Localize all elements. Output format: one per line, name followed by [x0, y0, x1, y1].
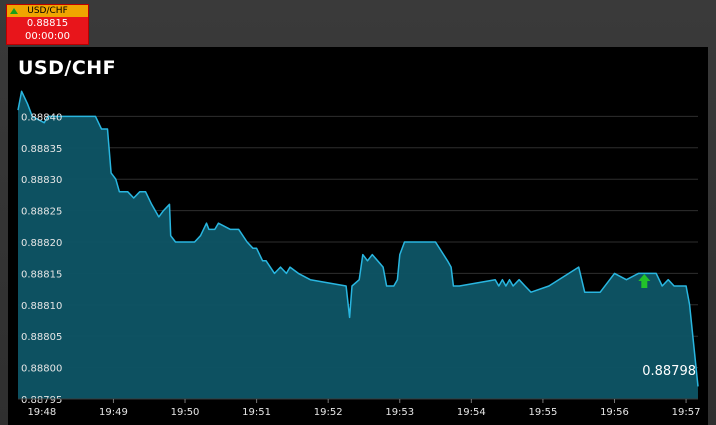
- price-chart: 0.88840 0.88835 0.88830 0.88825 0.88820 0.888…: [17, 90, 701, 418]
- symbol-ticker[interactable]: USD/CHF 0.88815 00:00:00: [6, 4, 89, 45]
- arrow-up-icon: [10, 8, 18, 14]
- y-tick-label: 0.88820: [21, 238, 62, 249]
- chart-title: USD/CHF: [18, 57, 117, 79]
- up-arrow-marker: [638, 273, 651, 288]
- y-tick-label: 0.88840: [21, 112, 62, 123]
- x-tick-label: 19:49: [99, 407, 128, 418]
- y-tick-label: 0.88815: [21, 269, 62, 280]
- x-tick-label: 19:48: [27, 407, 56, 418]
- x-tick-label: 19:53: [385, 407, 414, 418]
- chart-panel: USD/CHF 0.88840 0.88835 0.88830 0.88825 0.88…: [8, 47, 708, 425]
- y-tick-label: 0.88805: [21, 332, 62, 343]
- ticker-symbol: USD/CHF: [27, 6, 68, 16]
- x-tick-label: 19:57: [672, 407, 701, 418]
- y-tick-label: 0.88830: [21, 175, 62, 186]
- ticker-price: 0.88815: [26, 18, 69, 29]
- x-tick-label: 19:50: [171, 407, 200, 418]
- x-tick-label: 19:52: [314, 407, 343, 418]
- ticker-time: 00:00:00: [25, 31, 70, 42]
- y-tick-label: 0.88810: [21, 301, 62, 312]
- y-tick-label: 0.88835: [21, 144, 62, 155]
- price-line: [17, 90, 699, 387]
- price-area: [18, 91, 698, 400]
- x-tick-label: 19:54: [457, 407, 486, 418]
- ticker-header: USD/CHF: [7, 5, 88, 17]
- y-tick-label: 0.88800: [21, 364, 62, 375]
- x-tick-label: 19:51: [242, 407, 271, 418]
- last-price-label: 0.88798: [642, 364, 696, 379]
- x-tick-label: 19:55: [528, 407, 557, 418]
- x-tick-label: 19:56: [600, 407, 629, 418]
- y-tick-label: 0.88825: [21, 207, 62, 218]
